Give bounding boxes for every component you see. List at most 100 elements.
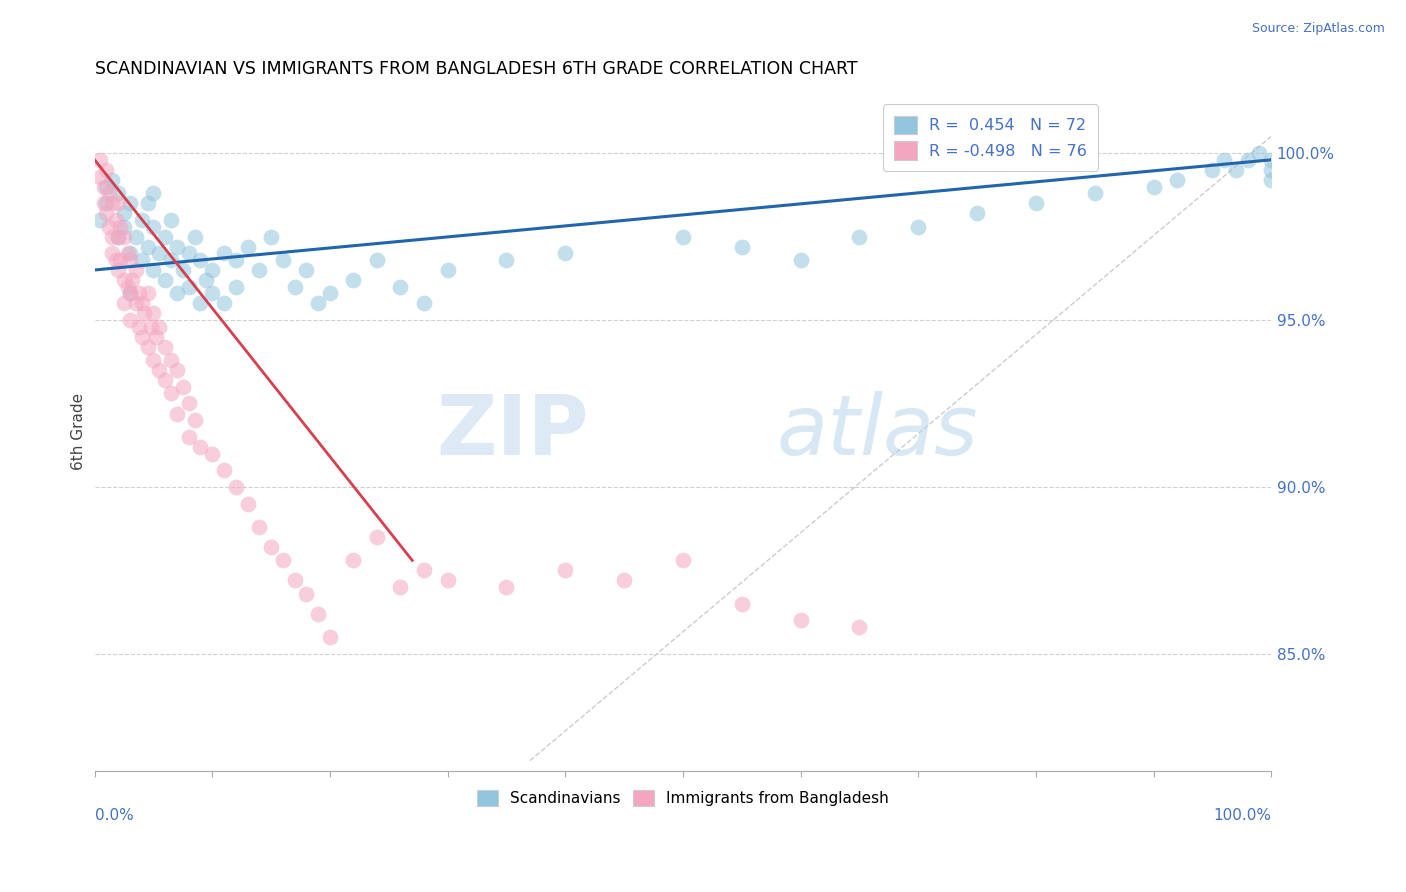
Point <box>319 630 342 644</box>
Point <box>97 186 120 201</box>
Point <box>1225 162 1247 177</box>
Point <box>107 229 129 244</box>
Point <box>136 286 159 301</box>
Point <box>177 279 200 293</box>
Point <box>495 252 517 267</box>
Point <box>112 206 135 220</box>
Point <box>307 296 329 310</box>
Point <box>96 179 118 194</box>
Point <box>166 286 188 301</box>
Point <box>107 229 129 244</box>
Point <box>1236 153 1258 167</box>
Point <box>101 229 124 244</box>
Point <box>1025 196 1047 211</box>
Text: ZIP: ZIP <box>436 392 589 473</box>
Point <box>142 263 165 277</box>
Point <box>125 229 148 244</box>
Point <box>93 196 115 211</box>
Point <box>101 196 124 211</box>
Point <box>153 229 176 244</box>
Point <box>148 319 170 334</box>
Point <box>112 219 135 234</box>
Point <box>160 353 183 368</box>
Point <box>107 263 129 277</box>
Point <box>153 373 176 387</box>
Point <box>131 330 153 344</box>
Text: SCANDINAVIAN VS IMMIGRANTS FROM BANGLADESH 6TH GRADE CORRELATION CHART: SCANDINAVIAN VS IMMIGRANTS FROM BANGLADE… <box>94 60 858 78</box>
Point <box>247 520 270 534</box>
Point <box>848 620 870 634</box>
Point <box>118 252 141 267</box>
Point <box>166 407 188 421</box>
Point <box>212 296 235 310</box>
Point <box>613 574 636 588</box>
Point <box>166 239 188 253</box>
Point <box>201 263 224 277</box>
Point <box>177 396 200 410</box>
Point <box>104 252 127 267</box>
Y-axis label: 6th Grade: 6th Grade <box>72 393 86 470</box>
Point <box>342 553 364 567</box>
Point <box>160 213 183 227</box>
Point <box>148 246 170 260</box>
Point <box>136 340 159 354</box>
Point <box>789 252 811 267</box>
Point <box>319 286 342 301</box>
Point <box>153 340 176 354</box>
Point <box>107 196 129 211</box>
Point <box>1166 173 1188 187</box>
Point <box>389 279 412 293</box>
Point <box>142 353 165 368</box>
Point <box>142 219 165 234</box>
Point <box>789 614 811 628</box>
Point <box>107 186 129 201</box>
Point <box>236 497 259 511</box>
Point <box>110 252 132 267</box>
Point <box>96 162 118 177</box>
Point <box>117 246 139 260</box>
Point <box>731 239 754 253</box>
Point <box>190 296 212 310</box>
Point <box>247 263 270 277</box>
Point <box>121 273 143 287</box>
Point <box>225 279 247 293</box>
Point <box>1260 162 1282 177</box>
Point <box>966 206 988 220</box>
Point <box>112 229 135 244</box>
Point <box>101 173 124 187</box>
Point <box>160 252 183 267</box>
Point <box>1249 146 1271 161</box>
Point <box>190 252 212 267</box>
Point <box>172 380 194 394</box>
Point <box>96 196 118 211</box>
Point <box>672 553 695 567</box>
Point <box>907 219 929 234</box>
Point <box>125 263 148 277</box>
Point <box>89 213 111 227</box>
Point <box>389 580 412 594</box>
Text: 0.0%: 0.0% <box>94 808 134 823</box>
Point <box>1260 153 1282 167</box>
Point <box>148 363 170 377</box>
Point <box>177 246 200 260</box>
Point <box>672 229 695 244</box>
Point <box>153 273 176 287</box>
Point <box>413 296 436 310</box>
Point <box>89 169 111 184</box>
Point <box>731 597 754 611</box>
Point <box>436 574 458 588</box>
Point <box>212 246 235 260</box>
Point <box>1084 186 1107 201</box>
Point <box>145 330 167 344</box>
Point <box>183 229 205 244</box>
Legend: Scandinavians, Immigrants from Bangladesh: Scandinavians, Immigrants from Banglades… <box>470 782 897 814</box>
Point <box>125 296 148 310</box>
Text: 100.0%: 100.0% <box>1213 808 1271 823</box>
Point <box>101 246 124 260</box>
Point <box>183 413 205 427</box>
Point <box>110 219 132 234</box>
Point <box>93 179 115 194</box>
Point <box>96 206 118 220</box>
Point <box>139 319 162 334</box>
Point <box>128 319 150 334</box>
